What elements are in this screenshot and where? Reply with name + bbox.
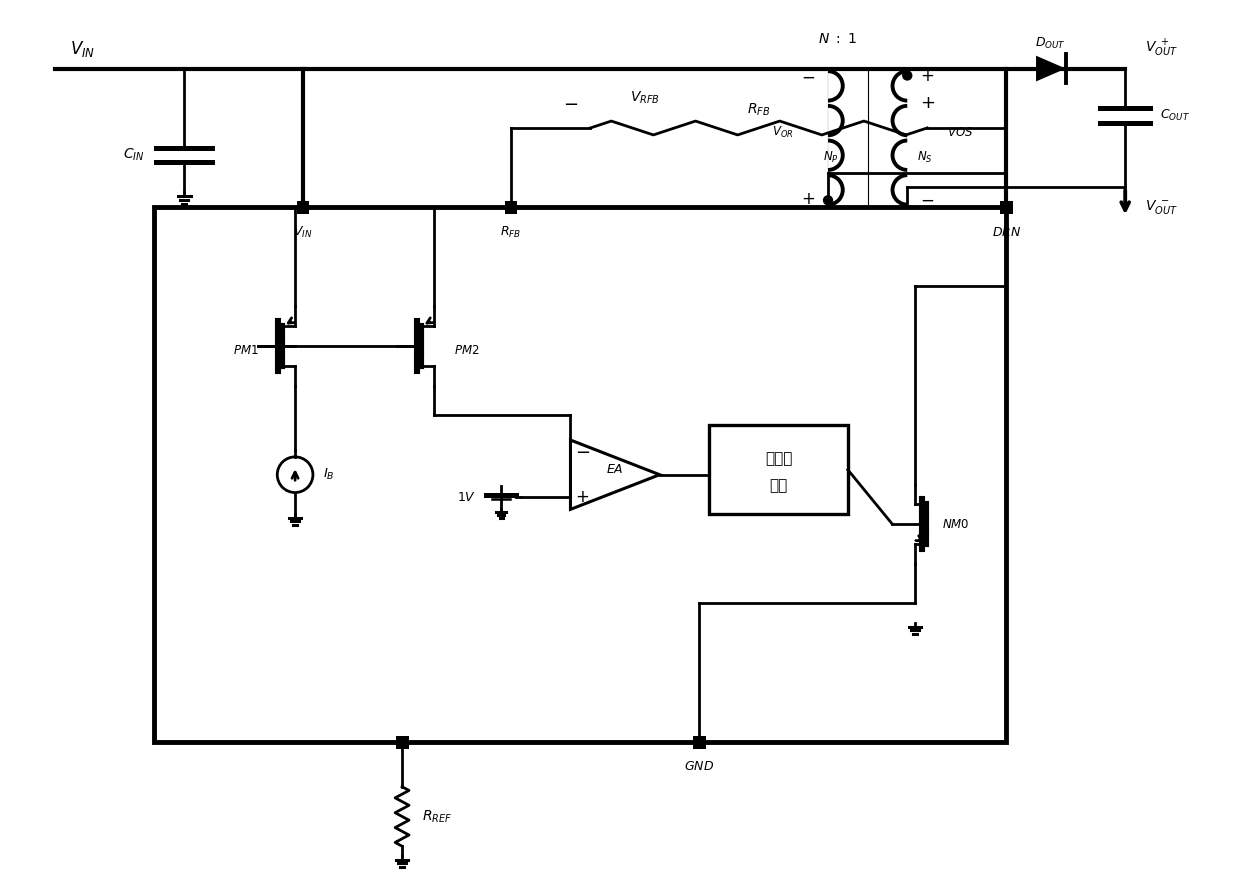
Text: $V_{OUT}^{\ -}$: $V_{OUT}^{\ -}$	[1145, 198, 1178, 216]
Text: $VOS$: $VOS$	[947, 127, 973, 140]
Bar	[296, 201, 310, 213]
Text: $-$: $-$	[563, 94, 578, 112]
Bar	[693, 735, 706, 749]
Text: $-$: $-$	[920, 190, 934, 208]
Text: $V_{OUT}^{\ +}$: $V_{OUT}^{\ +}$	[1145, 38, 1178, 59]
Bar	[396, 735, 408, 749]
Text: $D_{OUT}$: $D_{OUT}$	[1035, 36, 1066, 51]
Text: $GND$: $GND$	[684, 760, 714, 773]
Text: $1V$: $1V$	[458, 491, 476, 504]
Text: $V_{IN}$: $V_{IN}$	[71, 39, 95, 58]
Text: $R_{FB}$: $R_{FB}$	[746, 102, 770, 119]
Bar	[709, 425, 848, 514]
Bar	[505, 201, 517, 213]
Text: $DRN$: $DRN$	[992, 226, 1021, 238]
Text: $+$: $+$	[575, 489, 589, 506]
Circle shape	[903, 71, 911, 80]
Text: $N\ :\ 1$: $N\ :\ 1$	[818, 32, 858, 46]
Text: $C_{OUT}$: $C_{OUT}$	[1159, 108, 1190, 123]
Text: $PM2$: $PM2$	[454, 344, 479, 358]
Text: $V_{IN}$: $V_{IN}$	[294, 225, 312, 240]
Text: $N_P$: $N_P$	[823, 150, 838, 165]
Text: $V_{RFB}$: $V_{RFB}$	[630, 90, 660, 106]
Text: $R_{REF}$: $R_{REF}$	[422, 808, 453, 825]
Text: $+$: $+$	[801, 190, 815, 208]
Text: 占空比: 占空比	[765, 451, 792, 466]
Text: $-$: $-$	[801, 67, 815, 86]
Text: $R_{FB}$: $R_{FB}$	[501, 225, 522, 240]
Text: $I_B$: $I_B$	[322, 467, 335, 482]
Text: 控制: 控制	[769, 478, 787, 493]
Polygon shape	[570, 440, 660, 510]
Text: $NM0$: $NM0$	[942, 518, 970, 531]
Polygon shape	[1037, 56, 1065, 81]
Text: $+$: $+$	[920, 67, 934, 86]
Text: $N_S$: $N_S$	[918, 150, 932, 165]
Text: $V_{OR}$: $V_{OR}$	[771, 126, 794, 141]
Text: $-$: $-$	[575, 442, 590, 460]
Bar	[155, 207, 1007, 743]
Text: $C_{IN}$: $C_{IN}$	[123, 147, 145, 163]
Text: $+$: $+$	[920, 94, 935, 112]
Bar	[999, 201, 1013, 213]
Text: $PM1$: $PM1$	[233, 344, 258, 358]
Circle shape	[823, 196, 832, 204]
Text: $EA$: $EA$	[606, 463, 624, 476]
